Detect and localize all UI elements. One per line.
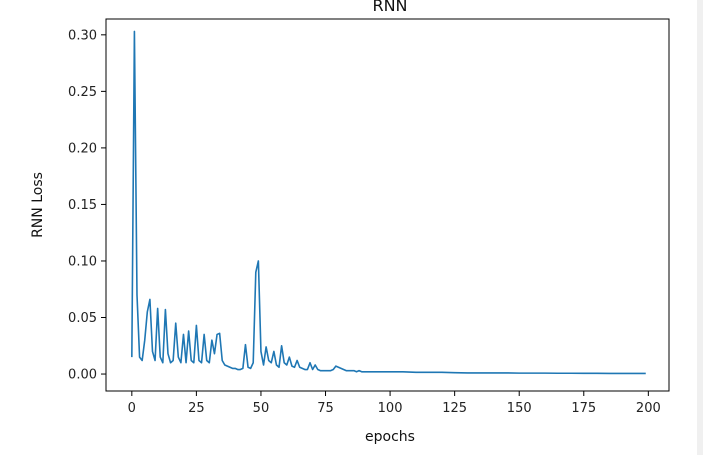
y-tick-label: 0.00 <box>68 368 97 383</box>
x-tick-label: 100 <box>378 401 403 416</box>
y-tick-label: 0.10 <box>68 254 97 269</box>
y-axis-label: RNN Loss <box>30 172 46 238</box>
x-tick-label: 175 <box>571 401 596 416</box>
x-tick-label: 125 <box>442 401 467 416</box>
x-tick-label: 200 <box>636 401 661 416</box>
y-axis: 0.00 0.05 0.10 0.15 0.20 0.25 0.30 <box>68 28 106 383</box>
x-tick-label: 0 <box>128 401 136 416</box>
window-edge <box>697 0 703 455</box>
x-axis-label: epochs <box>365 429 415 445</box>
x-tick-label: 75 <box>317 401 334 416</box>
y-tick-label: 0.30 <box>68 28 97 43</box>
x-axis: 0 25 50 75 100 125 150 175 200 <box>128 391 661 416</box>
series-line <box>131 30 646 375</box>
x-tick-label: 50 <box>253 401 270 416</box>
x-tick-label: 150 <box>507 401 532 416</box>
y-tick-label: 0.15 <box>68 198 97 213</box>
y-tick-label: 0.05 <box>68 311 97 326</box>
y-tick-label: 0.20 <box>68 141 97 156</box>
y-tick-label: 0.25 <box>68 85 97 100</box>
chart-title: RNN <box>372 0 407 15</box>
plot-area <box>105 18 670 392</box>
x-tick-label: 25 <box>188 401 205 416</box>
